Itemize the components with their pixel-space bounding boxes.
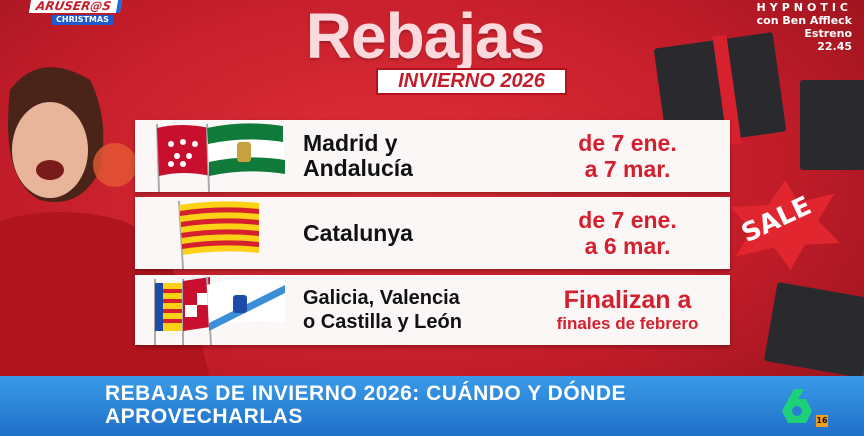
- date-line: de 7 ene.: [578, 207, 677, 233]
- subtitle-badge: INVIERNO 2026: [376, 68, 567, 95]
- show-logo: ARUSER@S CHRISTMAS: [28, 0, 140, 30]
- news-banner: REBAJAS DE INVIERNO 2026: CUÁNDO Y DÓNDE…: [0, 376, 864, 436]
- promo-line2: Estreno: [804, 27, 852, 40]
- sale-dates: de 7 ene. a 6 mar.: [525, 197, 730, 269]
- date-line: a 6 mar.: [584, 233, 671, 259]
- flags: [178, 200, 259, 270]
- promo-time: 22.45: [817, 40, 852, 53]
- sale-dates: de 7 ene. a 7 mar.: [525, 120, 730, 192]
- region-name: Madrid y Andalucía: [303, 120, 413, 192]
- banner-line: APROVECHARLAS: [105, 405, 303, 428]
- valencia-flag: [155, 283, 185, 331]
- date-line: Finalizan a: [563, 286, 692, 314]
- promo-line1: con Ben Affleck: [756, 14, 852, 27]
- region-line: o Castilla y León: [303, 311, 462, 333]
- region-line: Galicia, Valencia: [303, 287, 460, 309]
- age-rating-badge: 16: [816, 415, 828, 427]
- date-line: de 7 ene.: [578, 130, 677, 156]
- page-title: Rebajas: [305, 0, 545, 72]
- banner-line: REBAJAS DE INVIERNO 2026: CUÁNDO Y DÓNDE: [105, 382, 627, 405]
- show-logo-name: ARUSER@S: [28, 0, 123, 13]
- channel-logo-icon: [782, 389, 812, 423]
- gift-box: [800, 80, 864, 170]
- region-row: Madrid y Andalucía de 7 ene. a 7 mar.: [135, 120, 730, 193]
- flags: [154, 276, 285, 346]
- promo: HYPNOTIC con Ben Affleck Estreno 22.45: [757, 1, 852, 53]
- date-line: a 7 mar.: [584, 156, 671, 182]
- date-line: finales de febrero: [556, 314, 699, 333]
- andalucia-flag: [207, 123, 285, 176]
- madrid-flag: [157, 125, 211, 176]
- promo-title: HYPNOTIC: [756, 1, 852, 14]
- region-name: Catalunya: [303, 197, 413, 269]
- region-line: Madrid y: [303, 130, 398, 156]
- galicia-flag: [207, 277, 285, 331]
- show-logo-tag: CHRISTMAS: [52, 15, 113, 25]
- banner-headline: REBAJAS DE INVIERNO 2026: CUÁNDO Y DÓNDE…: [105, 382, 626, 428]
- castilla-leon-flag: [183, 277, 210, 331]
- region-row: Galicia, Valencia o Castilla y León Final…: [135, 275, 730, 346]
- region-line: Andalucía: [303, 155, 413, 181]
- sale-dates: Finalizan a finales de febrero: [525, 275, 730, 345]
- region-line: Catalunya: [303, 219, 413, 246]
- region-row: Catalunya de 7 ene. a 6 mar.: [135, 197, 730, 270]
- catalunya-flag: [179, 201, 259, 255]
- region-name: Galicia, Valencia o Castilla y León: [303, 275, 462, 345]
- flags: [156, 123, 285, 193]
